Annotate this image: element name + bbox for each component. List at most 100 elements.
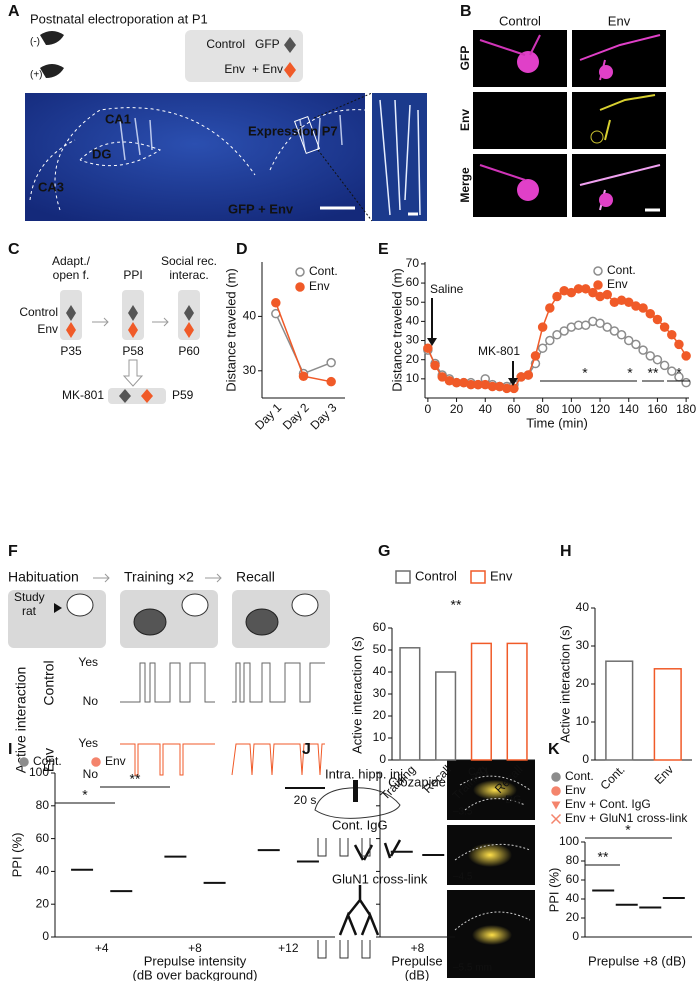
significance: ** bbox=[451, 597, 462, 613]
panel-f-diagram bbox=[291, 593, 319, 617]
panel-a-image bbox=[284, 62, 296, 78]
x-axis-label: Prepulse intensity bbox=[144, 953, 247, 968]
marker bbox=[559, 326, 569, 336]
label: 20 s bbox=[294, 793, 317, 807]
panel-c-diagram bbox=[141, 389, 153, 403]
panel-f-diagram bbox=[181, 593, 209, 617]
panel-a-image bbox=[293, 115, 321, 155]
y-tick-label: 70 bbox=[406, 256, 420, 270]
panel-j-images bbox=[353, 780, 358, 802]
label: Env bbox=[458, 109, 472, 131]
label: Training ×2 bbox=[124, 569, 194, 585]
y-tick-label: 40 bbox=[406, 314, 420, 328]
label: Social rec. bbox=[161, 254, 217, 268]
y-tick-label: 100 bbox=[559, 834, 579, 848]
y-tick-label: 60 bbox=[566, 872, 580, 886]
y-tick-label: 50 bbox=[373, 642, 387, 656]
y-tick-label: 40 bbox=[373, 664, 387, 678]
marker bbox=[580, 284, 591, 294]
label: Control bbox=[19, 305, 58, 319]
y-tick-label: 100 bbox=[29, 765, 49, 779]
y-tick-label: 10 bbox=[406, 371, 420, 385]
marker bbox=[681, 351, 691, 361]
panel-c-diagram bbox=[119, 389, 131, 403]
panel-c-diagram bbox=[184, 305, 194, 321]
significance: ** bbox=[130, 771, 141, 787]
legend-swatch bbox=[470, 570, 486, 584]
marker bbox=[659, 360, 670, 371]
marker bbox=[652, 354, 663, 365]
legend-marker bbox=[295, 267, 305, 277]
x-axis-label: Prepulse +8 (dB) bbox=[588, 953, 686, 968]
legend-label: Env + GluN1 cross-link bbox=[565, 811, 688, 825]
panel-f-diagram bbox=[93, 573, 222, 583]
y-tick-label: 80 bbox=[36, 798, 50, 812]
label: CA1 bbox=[468, 766, 489, 778]
bar bbox=[435, 671, 457, 761]
marker bbox=[545, 303, 555, 313]
y-tick-label: 60 bbox=[406, 275, 420, 289]
marker bbox=[430, 360, 440, 371]
label: –5.5 mm bbox=[453, 963, 492, 974]
marker bbox=[652, 314, 663, 325]
y-tick-label: 40 bbox=[243, 309, 257, 323]
x-axis-label: Prepulse bbox=[391, 953, 442, 968]
x-tick-label: Env bbox=[652, 762, 677, 787]
panel-b-images bbox=[479, 34, 541, 56]
panel-c-diagram bbox=[92, 317, 169, 327]
marker bbox=[509, 383, 519, 394]
y-tick-label: 40 bbox=[36, 864, 50, 878]
panel-a-image bbox=[40, 31, 64, 78]
y-tick-label: 20 bbox=[406, 352, 420, 366]
y-tick-label: 20 bbox=[36, 896, 50, 910]
panel-j-images bbox=[472, 925, 512, 945]
marker bbox=[674, 339, 684, 350]
label: PPI bbox=[123, 268, 142, 282]
panel-f-diagram bbox=[120, 662, 215, 703]
y-tick-label: 80 bbox=[566, 853, 580, 867]
marker bbox=[602, 289, 612, 300]
legend-marker bbox=[551, 801, 561, 810]
panel-f-diagram bbox=[120, 743, 215, 776]
panel-f-diagram bbox=[8, 573, 330, 789]
panel-j-images bbox=[473, 780, 517, 800]
panel-a-image bbox=[29, 139, 76, 201]
x-tick-label: 120 bbox=[590, 402, 610, 416]
label: DG bbox=[92, 146, 112, 161]
legend-label: Cont. bbox=[565, 769, 594, 783]
label: P58 bbox=[122, 344, 144, 358]
marker bbox=[545, 335, 555, 346]
x-tick-label: 160 bbox=[647, 402, 667, 416]
annotation: MK-801 bbox=[478, 344, 520, 358]
x-tick-label: +12 bbox=[278, 941, 299, 955]
marker bbox=[602, 322, 612, 332]
panel-b-images bbox=[599, 65, 613, 79]
y-tick-label: 30 bbox=[373, 686, 387, 700]
panel-a-image bbox=[313, 92, 373, 222]
x-tick-label: 20 bbox=[450, 402, 464, 416]
label: Env bbox=[224, 62, 245, 76]
label: P59 bbox=[172, 388, 194, 402]
marker bbox=[580, 320, 591, 330]
panel-a-image bbox=[54, 107, 256, 211]
x-tick-label: +8 bbox=[188, 941, 202, 955]
marker bbox=[638, 345, 648, 355]
panel-j-images bbox=[317, 838, 371, 959]
x-tick-label: 80 bbox=[536, 402, 550, 416]
label: Control bbox=[206, 37, 245, 51]
x-tick-label: +8 bbox=[411, 941, 425, 955]
label: Yes bbox=[78, 736, 98, 750]
marker bbox=[537, 343, 548, 353]
legend-marker bbox=[295, 282, 305, 292]
legend-label: Env bbox=[490, 568, 513, 583]
panel-b-images bbox=[572, 154, 666, 217]
legend-label: Env bbox=[309, 279, 330, 293]
panel-c-diagram bbox=[60, 290, 200, 404]
y-tick-label: 0 bbox=[42, 929, 49, 943]
label: Expression P7 bbox=[248, 123, 338, 138]
label: Env bbox=[41, 748, 57, 772]
x-tick-label: 0 bbox=[425, 402, 432, 416]
label: interac. bbox=[169, 268, 208, 282]
marker bbox=[588, 287, 598, 298]
y-tick-label: 40 bbox=[576, 600, 590, 614]
